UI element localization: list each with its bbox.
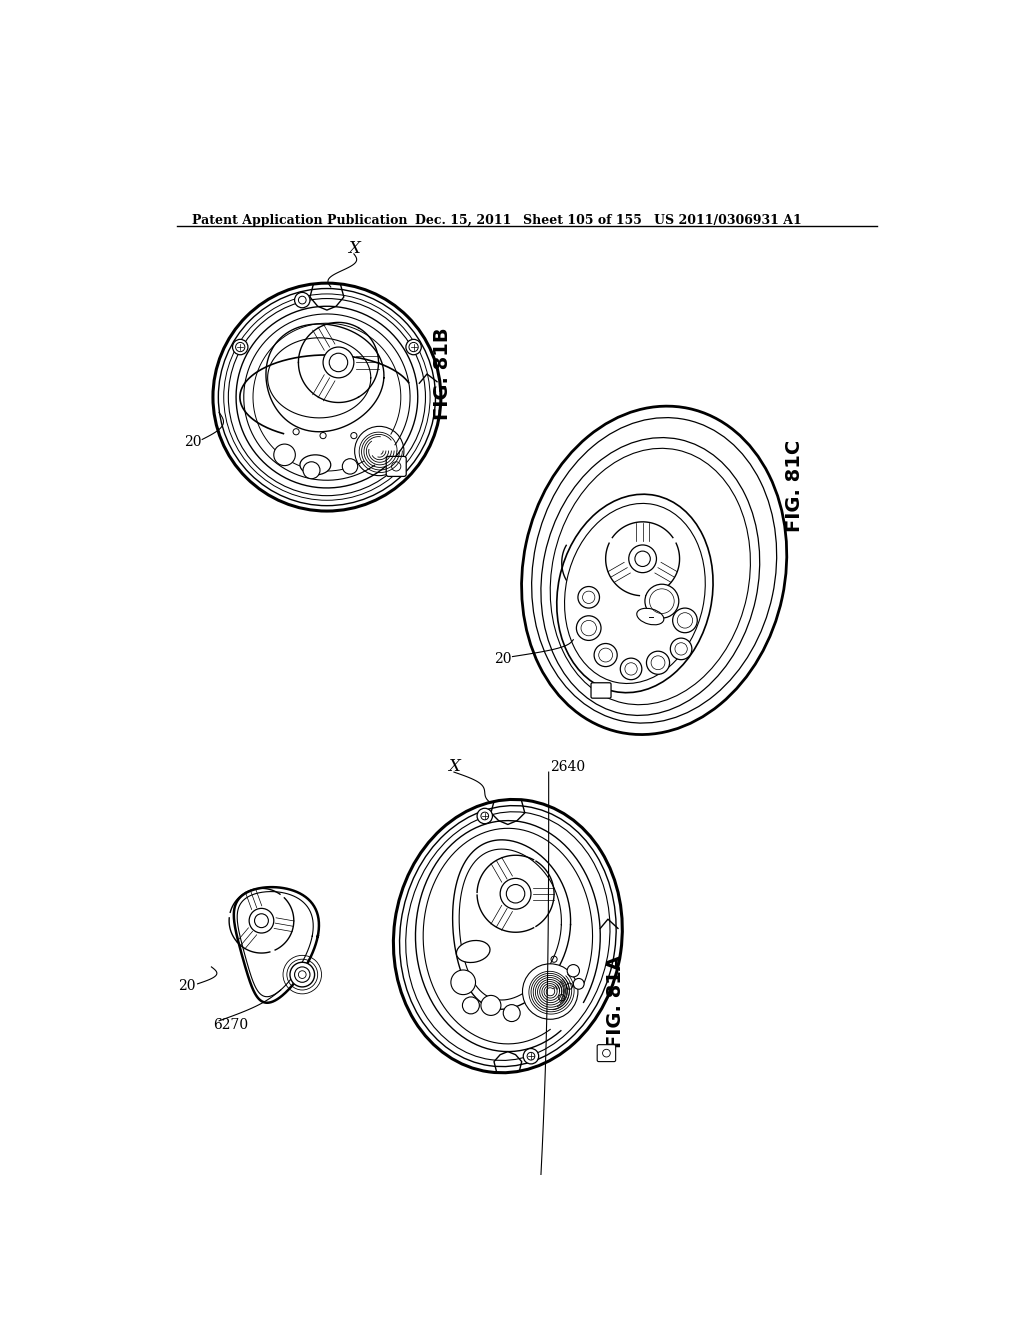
Circle shape [506,884,524,903]
Circle shape [573,978,584,989]
FancyBboxPatch shape [597,1044,615,1061]
Text: Sheet 105 of 155: Sheet 105 of 155 [523,214,642,227]
Ellipse shape [557,494,713,693]
Circle shape [523,1048,539,1064]
Circle shape [295,293,310,308]
Circle shape [673,609,697,632]
Circle shape [481,995,501,1015]
Circle shape [232,339,248,355]
Text: FIG. 81A: FIG. 81A [606,954,626,1048]
Circle shape [645,585,679,618]
Circle shape [273,444,295,466]
Ellipse shape [637,609,664,624]
Circle shape [342,459,357,474]
Circle shape [255,913,268,928]
Circle shape [451,970,475,995]
Text: 20: 20 [495,652,512,665]
Circle shape [578,586,599,609]
Circle shape [594,644,617,667]
Text: FIG. 81C: FIG. 81C [784,440,804,532]
Ellipse shape [521,407,786,734]
Circle shape [463,997,479,1014]
Text: FIG. 81B: FIG. 81B [433,327,452,420]
Text: Patent Application Publication: Patent Application Publication [193,214,408,227]
Text: 2640: 2640 [550,760,586,774]
Circle shape [295,966,310,982]
Circle shape [567,965,580,977]
Ellipse shape [406,812,610,1060]
Text: US 2011/0306931 A1: US 2011/0306931 A1 [654,214,802,227]
Text: 20: 20 [178,979,196,993]
Circle shape [577,615,601,640]
Circle shape [621,659,642,680]
Text: X: X [449,758,460,775]
Circle shape [477,808,493,824]
Circle shape [249,908,273,933]
Circle shape [503,1005,520,1022]
Circle shape [213,284,441,511]
Text: 20: 20 [184,434,202,449]
FancyBboxPatch shape [386,457,407,477]
Circle shape [522,964,578,1019]
FancyBboxPatch shape [591,682,611,698]
Ellipse shape [541,438,760,715]
Ellipse shape [457,940,490,962]
Circle shape [629,545,656,573]
Circle shape [290,962,314,987]
Circle shape [228,298,425,495]
Text: Dec. 15, 2011: Dec. 15, 2011 [416,214,512,227]
Text: 6270: 6270 [213,1018,248,1032]
Circle shape [323,347,354,378]
Circle shape [635,552,650,566]
Ellipse shape [393,800,623,1073]
Circle shape [303,462,319,479]
Circle shape [500,878,531,909]
Ellipse shape [300,455,331,475]
Circle shape [671,638,692,660]
Circle shape [330,354,348,372]
Circle shape [406,339,421,355]
Text: X: X [348,240,359,257]
Circle shape [646,651,670,675]
